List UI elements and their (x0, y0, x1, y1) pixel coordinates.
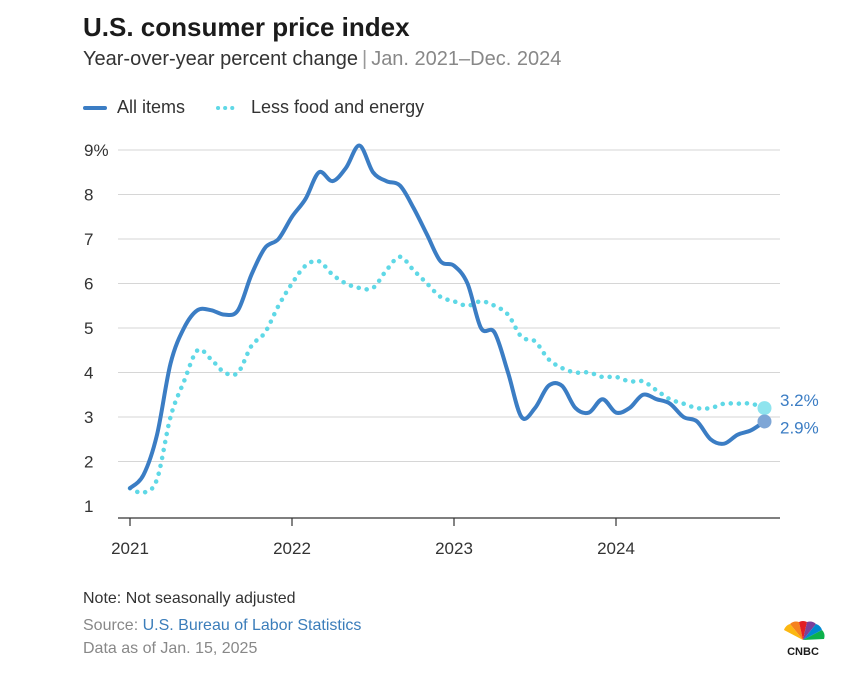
y-tick-label: 3 (84, 408, 93, 427)
series-line-less-food-and-energy (127, 254, 767, 496)
chart-subtitle: Year-over-year percent change | Jan. 2021–… (83, 48, 561, 71)
legend-item-all-items: All items (83, 97, 185, 118)
y-tick-label: 5 (84, 319, 93, 338)
y-tick-label: 8 (84, 186, 93, 205)
source-link[interactable]: U.S. Bureau of Labor Statistics (142, 617, 362, 634)
series-line-all-items (128, 143, 767, 491)
cnbc-peacock-icon: CNBC (784, 621, 825, 658)
x-tick-label: 2022 (273, 539, 311, 558)
y-tick-label: 1 (84, 497, 93, 516)
y-tick-label: 4 (84, 364, 93, 383)
y-tick-label: 6 (84, 275, 93, 294)
x-axis: 2021 2022 2023 2024 (111, 517, 780, 558)
y-tick-label: 2 (84, 453, 93, 472)
subtitle-date-range: Jan. 2021–Dec. 2024 (371, 48, 562, 70)
source-prefix: Source: (83, 617, 139, 634)
cpi-line-chart: 1 2 3 4 5 6 7 8 9% 2021 2022 2023 2024 3.2% 2.9% (84, 141, 819, 558)
legend-label-core: Less food and energy (251, 97, 425, 117)
chart-title: U.S. consumer price index (83, 12, 410, 42)
source-line: Source: U.S. Bureau of Labor Statistics (83, 617, 361, 635)
footnote: Note: Not seasonally adjusted (83, 590, 296, 607)
end-point-core (757, 401, 772, 416)
data-as-of: Data as of Jan. 15, 2025 (83, 640, 258, 657)
subtitle-main: Year-over-year percent change (83, 48, 358, 70)
x-tick-label: 2021 (111, 539, 149, 558)
x-tick-label: 2024 (597, 539, 635, 558)
chart-legend: All items Less food and energy (83, 97, 454, 118)
x-tick-label: 2023 (435, 539, 473, 558)
y-tick-labels: 1 2 3 4 5 6 7 8 9% (84, 141, 109, 516)
legend-item-core: Less food and energy (215, 97, 424, 118)
y-tick-label: 7 (84, 230, 93, 249)
end-point-all-items (757, 414, 772, 429)
legend-label-all-items: All items (117, 97, 186, 117)
end-label-core: 3.2% (780, 391, 819, 410)
y-tick-label: 9% (84, 141, 109, 160)
end-labels: 3.2% 2.9% (757, 391, 819, 437)
subtitle-separator: | (361, 48, 368, 70)
end-label-all-items: 2.9% (780, 418, 819, 437)
legend-swatch-solid (83, 105, 107, 110)
logo-text: CNBC (787, 646, 819, 658)
series-lines (127, 143, 767, 496)
